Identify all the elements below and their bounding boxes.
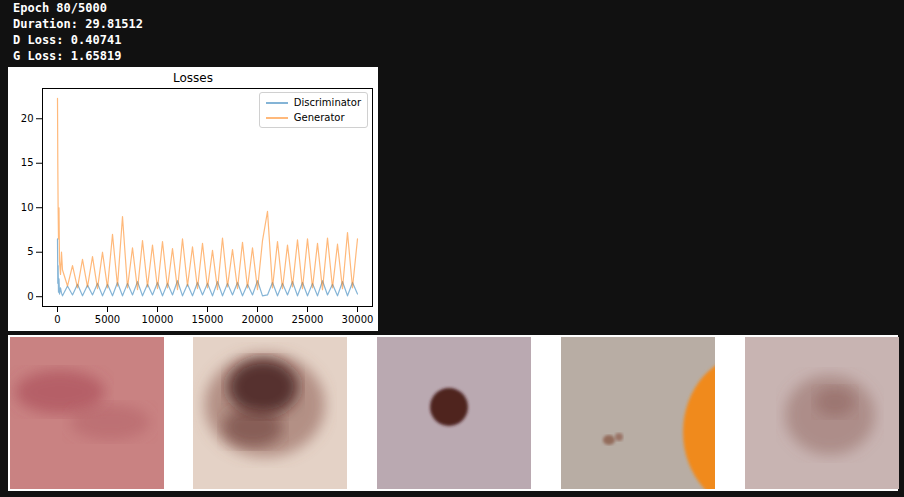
svg-text:5000: 5000 — [95, 314, 120, 325]
svg-text:20000: 20000 — [242, 314, 274, 325]
svg-text:10: 10 — [21, 202, 34, 213]
svg-text:30000: 30000 — [342, 314, 374, 325]
html-text:G Loss: 1.65819: G Loss: 1.65819 — [13, 49, 122, 63]
html-text:Discriminator: Discriminator — [293, 97, 361, 108]
svg-text:15000: 15000 — [192, 314, 224, 325]
html-text:D Loss: 0.40741: D Loss: 0.40741 — [13, 33, 122, 47]
svg-text:0: 0 — [27, 291, 33, 302]
svg-text:5: 5 — [27, 246, 33, 257]
html-text:Losses: Losses — [173, 71, 213, 85]
svg-text:0: 0 — [54, 314, 60, 325]
html-text:Generator: Generator — [293, 112, 345, 123]
svg-text:20: 20 — [21, 113, 34, 124]
html-text:Duration: 29.81512: Duration: 29.81512 — [13, 17, 143, 31]
svg-text:10000: 10000 — [142, 314, 174, 325]
svg-text:15: 15 — [21, 157, 34, 168]
svg-text:25000: 25000 — [292, 314, 324, 325]
html-text:Epoch 80/5000: Epoch 80/5000 — [13, 1, 107, 15]
